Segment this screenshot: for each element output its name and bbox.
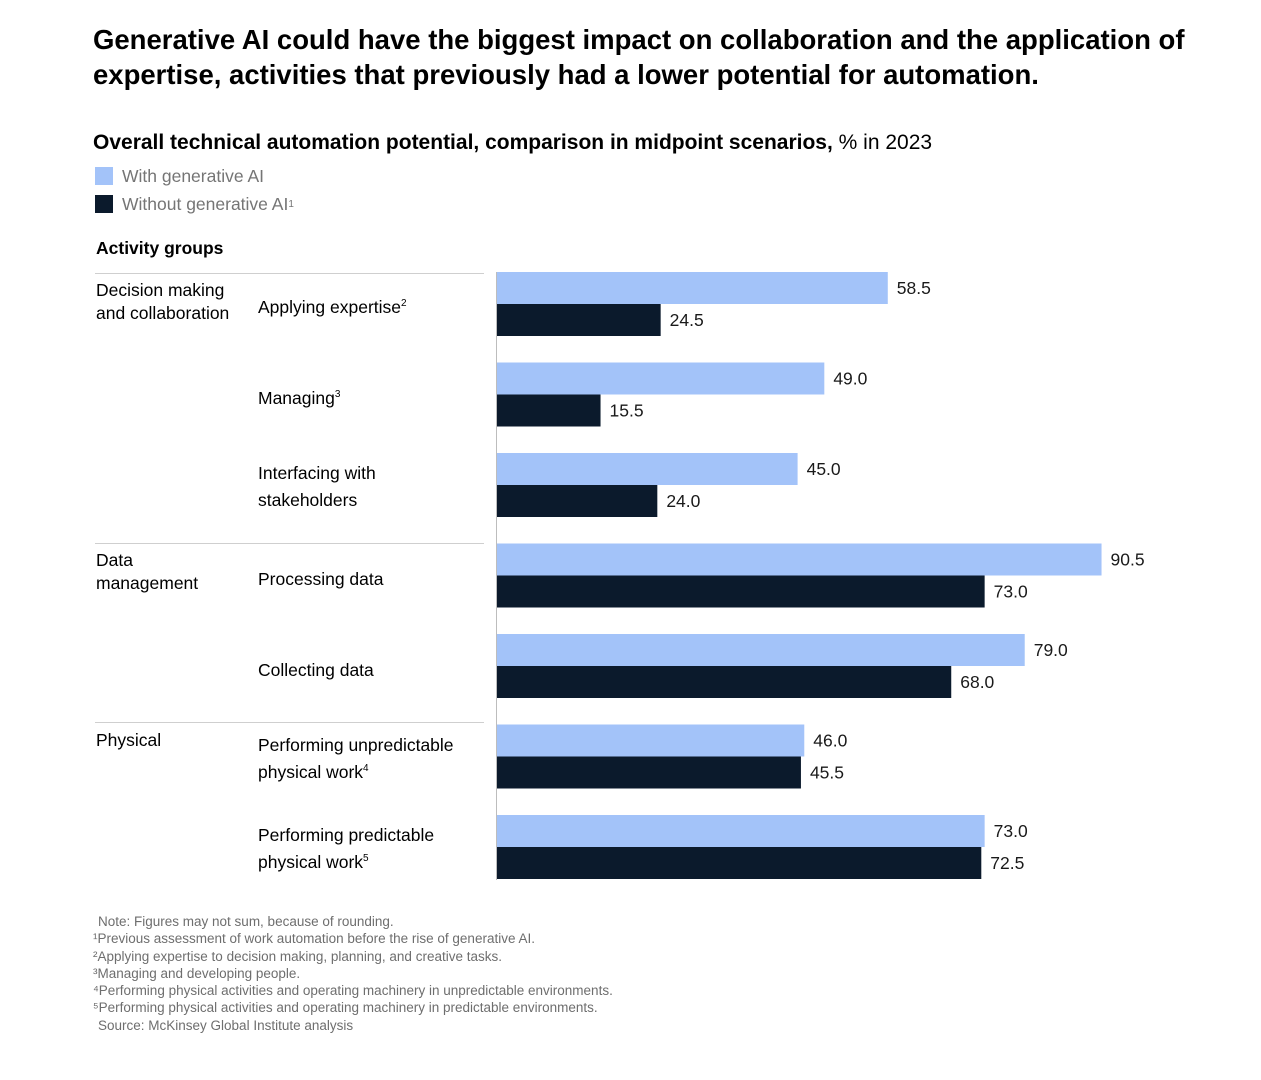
footnote-marker: 2: [401, 298, 407, 309]
bar-without-genai: [497, 304, 661, 336]
bar-with-genai: [497, 453, 798, 485]
legend-swatch-with-genai: [95, 167, 113, 185]
category-label: Applying expertise2: [258, 292, 483, 319]
bar-with-genai: [497, 543, 1102, 576]
data-label: 72.5: [990, 853, 1024, 873]
data-label: 73.0: [994, 821, 1028, 841]
group-label: Decision making and collaboration: [96, 280, 230, 323]
bar-with-genai: [497, 724, 805, 757]
category-label: Performing unpredictable physical work4: [258, 734, 483, 784]
footnote-2: ²Applying expertise to decision making, …: [93, 948, 502, 964]
group-divider: [95, 273, 484, 274]
data-label: 49.0: [833, 369, 867, 389]
data-label: 46.0: [813, 731, 847, 751]
category-text: Performing predictable physical work: [258, 825, 435, 872]
category-label: Interfacing with stakeholders: [258, 462, 398, 512]
note-text: Note: Figures may not sum, because of ro…: [98, 914, 394, 929]
group-divider: [95, 543, 484, 544]
category-label: Performing predictable physical work5: [258, 824, 468, 874]
legend: With generative AI Without generative AI…: [95, 162, 294, 218]
category-text: Managing: [258, 387, 335, 408]
footnote-marker: 5: [363, 853, 369, 864]
chart-subtitle: Overall technical automation potential, …: [93, 129, 932, 157]
category-text: Applying expertise: [258, 296, 401, 317]
bar-with-genai: [497, 815, 985, 847]
category-text: Interfacing with stakeholders: [258, 463, 376, 510]
group-label: Data management: [96, 550, 199, 593]
bar-without-genai: [497, 756, 801, 789]
data-label: 79.0: [1034, 640, 1068, 660]
group-label: Physical: [96, 730, 162, 750]
legend-item-without-genai: Without generative AI 1: [95, 190, 294, 218]
bar-without-genai: [497, 666, 952, 698]
footnote-marker: 3: [334, 389, 341, 400]
data-label: 15.5: [610, 401, 644, 421]
bar-without-genai: [497, 575, 985, 608]
source-text: Source: McKinsey Global Institute analys…: [98, 1017, 354, 1033]
legend-item-with-genai: With generative AI: [95, 162, 294, 190]
data-label: 90.5: [1111, 550, 1145, 570]
group-divider: [95, 722, 484, 723]
category-text: Processing data: [258, 568, 384, 589]
bar-with-genai: [497, 634, 1025, 666]
data-label: 73.0: [994, 582, 1028, 602]
category-label: Collecting data: [258, 655, 483, 682]
bar-with-genai: [497, 272, 888, 304]
bar-without-genai: [497, 485, 658, 517]
data-label: 45.0: [807, 459, 841, 479]
legend-label-with-genai: With generative AI: [122, 165, 265, 186]
footnote-marker: 4: [363, 763, 369, 774]
bar-chart: 58.5 24.5 49.0 15.5 45.0 24.0 90.5 73.0 79.0 68.0…: [496, 272, 1145, 880]
category-text: Collecting data: [258, 659, 374, 680]
activity-groups-header: Activity groups: [96, 238, 224, 258]
bar-with-genai: [497, 362, 825, 395]
data-label: 45.5: [810, 763, 844, 783]
subtitle-bold: Overall technical automation potential, …: [93, 131, 833, 154]
footnote-4: ⁴Performing physical activities and oper…: [93, 983, 613, 999]
data-label: 24.5: [670, 310, 704, 330]
category-label: Managing3: [258, 383, 483, 410]
data-label: 68.0: [960, 672, 994, 692]
data-label: 24.0: [666, 491, 700, 511]
category-label: Processing data: [258, 564, 483, 591]
footnote-5: ⁵Performing physical activities and oper…: [93, 1000, 598, 1016]
footnote-1: ¹Previous assessment of work automation …: [93, 931, 535, 947]
chart-headline: Generative AI could have the biggest imp…: [93, 24, 1185, 90]
legend-swatch-without-genai: [95, 195, 113, 213]
footnotes: Note: Figures may not sum, because of ro…: [93, 913, 613, 1034]
bar-without-genai: [497, 847, 982, 879]
legend-footnote: 1: [288, 198, 294, 210]
category-text: Performing unpredictable physical work: [258, 735, 454, 782]
data-label: 58.5: [897, 278, 931, 298]
bar-without-genai: [497, 394, 601, 427]
legend-label-without-genai: Without generative AI: [122, 193, 289, 214]
subtitle-unit: % in 2023: [832, 131, 933, 154]
footnote-3: ³Managing and developing people.: [93, 965, 301, 981]
